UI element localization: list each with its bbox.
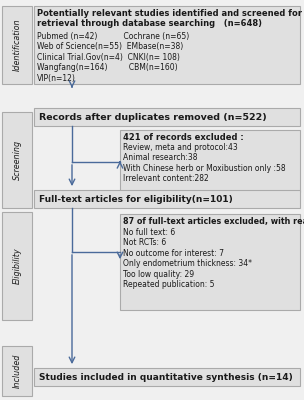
Text: Studies included in quantitative synthesis (n=14): Studies included in quantitative synthes… bbox=[39, 372, 293, 382]
Text: Included: Included bbox=[12, 354, 22, 388]
FancyBboxPatch shape bbox=[120, 130, 300, 192]
FancyBboxPatch shape bbox=[34, 108, 300, 126]
Text: Eligibility: Eligibility bbox=[12, 248, 22, 284]
Text: 87 of full-text articles excluded, with reasons:: 87 of full-text articles excluded, with … bbox=[123, 217, 304, 226]
FancyBboxPatch shape bbox=[2, 346, 32, 396]
Text: Screening: Screening bbox=[12, 140, 22, 180]
FancyBboxPatch shape bbox=[120, 214, 300, 310]
FancyBboxPatch shape bbox=[2, 212, 32, 320]
Text: Full-text articles for eligibility(n=101): Full-text articles for eligibility(n=101… bbox=[39, 194, 233, 204]
Text: Review, meta and protocol:43
Animal research:38
With Chinese herb or Moxibustion: Review, meta and protocol:43 Animal rese… bbox=[123, 143, 286, 183]
FancyBboxPatch shape bbox=[34, 368, 300, 386]
FancyBboxPatch shape bbox=[2, 6, 32, 84]
Text: Records after duplicates removed (n=522): Records after duplicates removed (n=522) bbox=[39, 112, 267, 122]
Text: 421 of records excluded :: 421 of records excluded : bbox=[123, 133, 244, 142]
FancyBboxPatch shape bbox=[34, 190, 300, 208]
FancyBboxPatch shape bbox=[2, 112, 32, 208]
FancyBboxPatch shape bbox=[34, 6, 300, 84]
Text: Potentially relevant studies identified and screened for
retrieval through datab: Potentially relevant studies identified … bbox=[37, 9, 302, 28]
Text: Identification: Identification bbox=[12, 19, 22, 71]
Text: Pubmed (n=42)           Cochrane (n=65)
Web of Science(n=55)  EMbase(n=38)
Clini: Pubmed (n=42) Cochrane (n=65) Web of Sci… bbox=[37, 32, 189, 83]
Text: No full text: 6
Not RCTs: 6
No outcome for interest: 7
Only endometrium thicknes: No full text: 6 Not RCTs: 6 No outcome f… bbox=[123, 228, 252, 289]
